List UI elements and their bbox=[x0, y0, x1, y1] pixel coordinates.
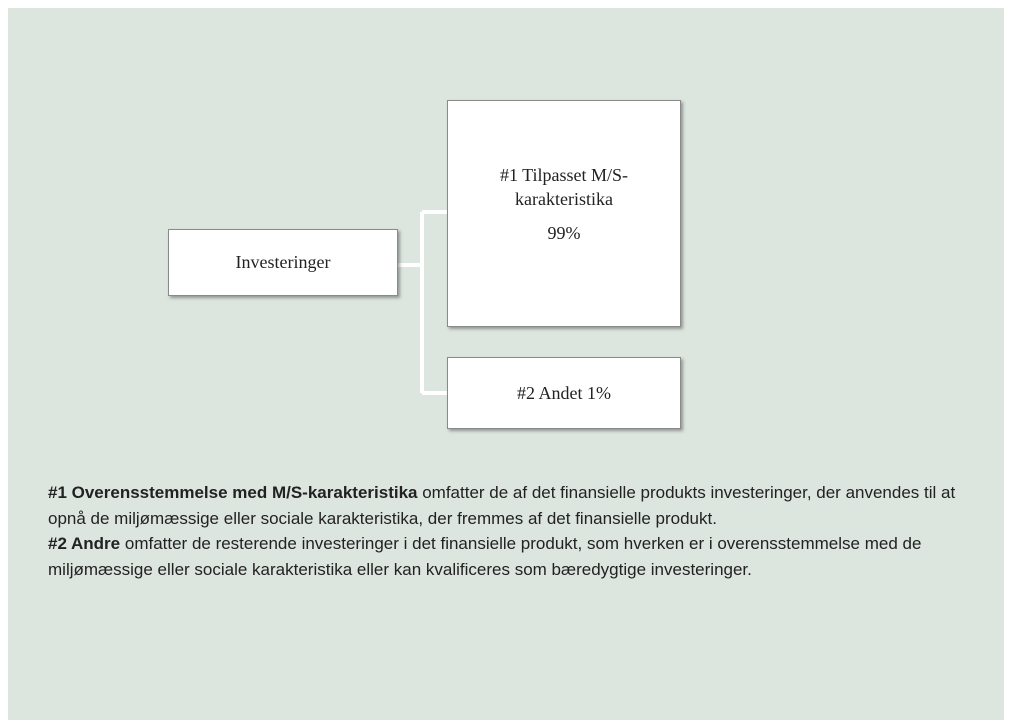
connectors bbox=[398, 210, 447, 395]
legend-item: #1 Overensstemmelse med M/S-karakteristi… bbox=[48, 480, 978, 531]
child-box: #1 Tilpasset M/S-karakteristika 99% bbox=[447, 100, 681, 327]
child-box: #2 Andet 1% bbox=[447, 357, 681, 429]
legend-term: #1 Overensstemmelse med M/S-karakteristi… bbox=[48, 483, 418, 502]
legend: #1 Overensstemmelse med M/S-karakteristi… bbox=[48, 480, 978, 583]
legend-item: #2 Andre omfatter de resterende invester… bbox=[48, 531, 978, 582]
legend-text: omfatter de resterende investeringer i d… bbox=[48, 534, 922, 580]
legend-text: omfatter de af det finansielle produkts … bbox=[48, 483, 956, 528]
legend-term: #2 Andre bbox=[48, 534, 121, 554]
child-label: #1 Tilpasset M/S-karakteristika bbox=[499, 165, 629, 209]
root-box: Investeringer bbox=[168, 229, 398, 296]
child-value: 99% bbox=[547, 223, 581, 243]
panel: Investeringer #1 Tilpasset M/S-karakteri… bbox=[8, 8, 1004, 720]
